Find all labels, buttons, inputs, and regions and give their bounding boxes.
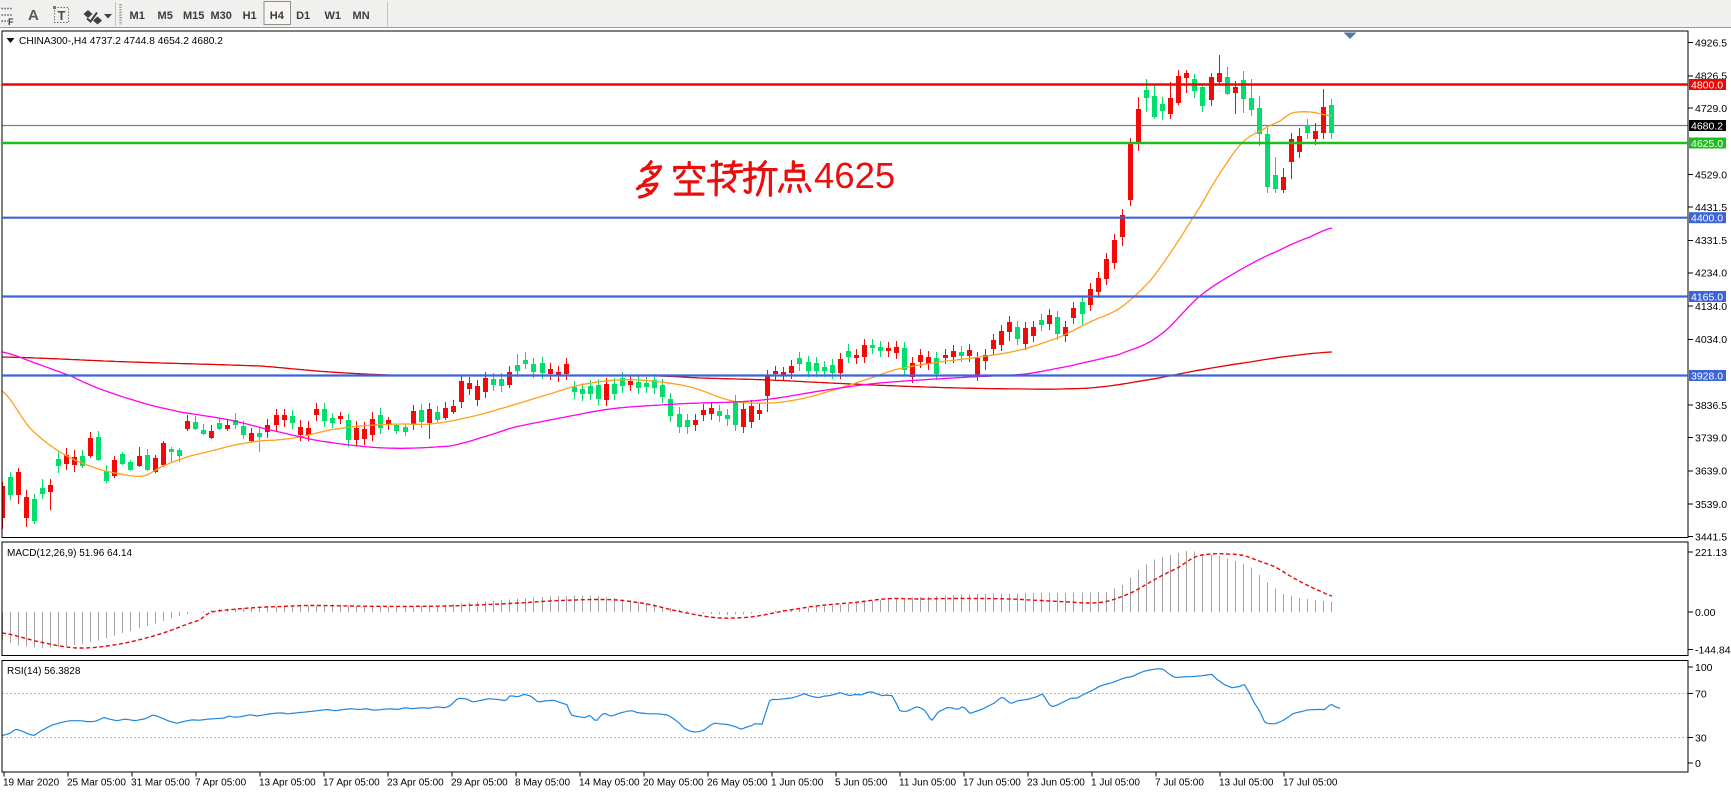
svg-text:4680.2: 4680.2 (1691, 120, 1723, 132)
svg-text:4800.0: 4800.0 (1691, 79, 1723, 91)
svg-text:4331.5: 4331.5 (1695, 235, 1727, 247)
svg-text:4234.0: 4234.0 (1695, 268, 1727, 280)
svg-text:17 Apr 05:00: 17 Apr 05:00 (323, 778, 380, 789)
svg-text:14 May 05:00: 14 May 05:00 (579, 778, 640, 789)
svg-text:4926.5: 4926.5 (1695, 37, 1727, 49)
svg-text:H1: H1 (243, 10, 257, 22)
svg-text:A: A (28, 7, 39, 24)
svg-text:M5: M5 (158, 10, 173, 22)
svg-text:4529.0: 4529.0 (1695, 170, 1727, 182)
svg-text:13 Jul 05:00: 13 Jul 05:00 (1219, 778, 1274, 789)
svg-text:3639.0: 3639.0 (1695, 466, 1727, 478)
svg-text:29 Apr 05:00: 29 Apr 05:00 (451, 778, 508, 789)
svg-text:19 Mar 2020: 19 Mar 2020 (3, 778, 60, 789)
svg-text:26 May 05:00: 26 May 05:00 (707, 778, 768, 789)
svg-text:100: 100 (1695, 662, 1713, 674)
svg-text:3836.5: 3836.5 (1695, 400, 1727, 412)
svg-text:7 Apr 05:00: 7 Apr 05:00 (195, 778, 247, 789)
svg-text:4625: 4625 (814, 155, 895, 196)
svg-text:23 Jun 05:00: 23 Jun 05:00 (1027, 778, 1085, 789)
svg-text:70: 70 (1695, 688, 1707, 700)
svg-text:13 Apr 05:00: 13 Apr 05:00 (259, 778, 316, 789)
svg-text:W1: W1 (325, 10, 342, 22)
svg-text:MN: MN (353, 10, 370, 22)
svg-text:25 Mar 05:00: 25 Mar 05:00 (67, 778, 126, 789)
svg-text:M30: M30 (210, 10, 231, 22)
svg-text:F: F (8, 17, 14, 27)
svg-text:3739.0: 3739.0 (1695, 432, 1727, 444)
svg-text:3539.0: 3539.0 (1695, 499, 1727, 511)
svg-text:M1: M1 (130, 10, 145, 22)
svg-text:23 Apr 05:00: 23 Apr 05:00 (387, 778, 444, 789)
svg-text:17 Jun 05:00: 17 Jun 05:00 (963, 778, 1021, 789)
svg-text:1 Jun 05:00: 1 Jun 05:00 (771, 778, 824, 789)
svg-text:MACD(12,26,9) 51.96 64.14: MACD(12,26,9) 51.96 64.14 (7, 548, 133, 559)
svg-text:RSI(14) 56.3828: RSI(14) 56.3828 (7, 666, 81, 677)
svg-text:221.13: 221.13 (1695, 547, 1727, 559)
svg-text:0: 0 (1695, 758, 1701, 770)
svg-text:1 Jul 05:00: 1 Jul 05:00 (1091, 778, 1140, 789)
svg-text:4134.0: 4134.0 (1695, 301, 1727, 313)
svg-text:CHINA300-,H4 4737.2 4744.8 46: CHINA300-,H4 4737.2 4744.8 4654.2 4680.2 (19, 36, 223, 47)
svg-text:H4: H4 (270, 10, 285, 22)
svg-text:30: 30 (1695, 732, 1707, 744)
svg-text:M15: M15 (183, 10, 204, 22)
svg-text:4431.5: 4431.5 (1695, 202, 1727, 214)
svg-text:11 Jun 05:00: 11 Jun 05:00 (899, 778, 957, 789)
svg-text:4165.0: 4165.0 (1691, 291, 1723, 303)
svg-text:4625.0: 4625.0 (1691, 138, 1723, 150)
svg-text:4400.0: 4400.0 (1691, 213, 1723, 225)
svg-text:3928.0: 3928.0 (1691, 370, 1723, 382)
svg-text:0.00: 0.00 (1695, 607, 1716, 619)
svg-text:3441.5: 3441.5 (1695, 531, 1727, 543)
svg-text:8 May 05:00: 8 May 05:00 (515, 778, 570, 789)
svg-text:17 Jul 05:00: 17 Jul 05:00 (1283, 778, 1338, 789)
svg-text:7 Jul 05:00: 7 Jul 05:00 (1155, 778, 1204, 789)
svg-text:5 Jun 05:00: 5 Jun 05:00 (835, 778, 888, 789)
svg-text:-144.84: -144.84 (1695, 645, 1731, 657)
svg-text:4729.0: 4729.0 (1695, 103, 1727, 115)
svg-text:4034.0: 4034.0 (1695, 334, 1727, 346)
svg-text:20 May 05:00: 20 May 05:00 (643, 778, 704, 789)
svg-text:T: T (58, 8, 66, 23)
svg-text:31 Mar 05:00: 31 Mar 05:00 (131, 778, 190, 789)
svg-text:D1: D1 (296, 10, 310, 22)
